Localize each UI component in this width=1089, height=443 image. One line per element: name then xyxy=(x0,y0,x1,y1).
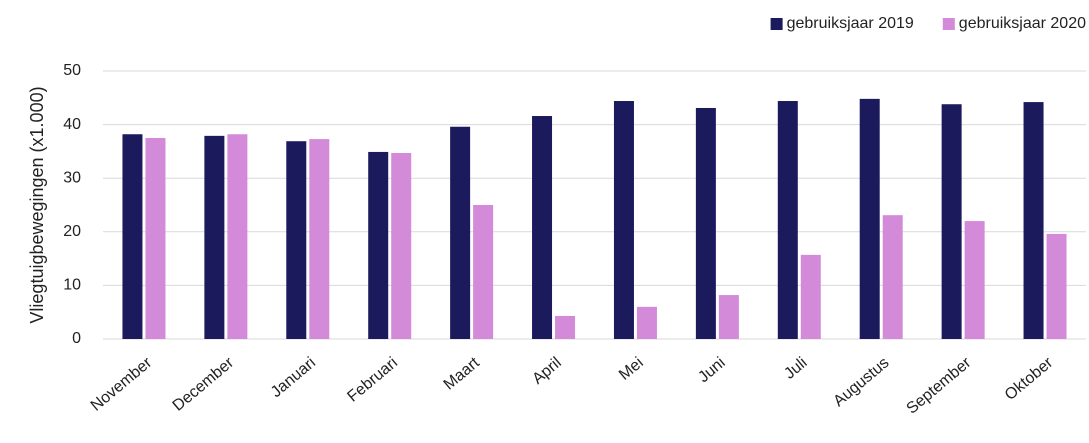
legend-label: gebruiksjaar 2020 xyxy=(959,15,1086,32)
bar xyxy=(555,315,576,339)
x-tick-label: Februari xyxy=(344,354,401,405)
bar xyxy=(777,101,798,340)
bar xyxy=(450,126,471,339)
bar xyxy=(122,134,143,339)
bar xyxy=(368,151,389,339)
bar xyxy=(1023,102,1044,339)
bar xyxy=(718,295,739,339)
y-tick-label: 0 xyxy=(72,330,81,347)
legend-swatch xyxy=(942,18,955,30)
legend-swatch xyxy=(770,18,783,30)
y-tick-label: 40 xyxy=(63,116,81,133)
x-tick-label: Juli xyxy=(781,354,810,382)
bar xyxy=(941,104,962,340)
bar xyxy=(800,254,821,339)
bar xyxy=(1046,233,1067,339)
bar xyxy=(227,134,248,339)
x-tick-label: Mei xyxy=(616,354,647,384)
x-tick-label: Juni xyxy=(695,354,728,386)
x-tick-label: Augustus xyxy=(830,354,892,410)
bar xyxy=(636,306,657,339)
y-axis-label: Vliegtuigbewegingen (x1.000) xyxy=(27,86,47,323)
y-tick-label: 30 xyxy=(63,169,81,186)
x-tick-label: Januari xyxy=(268,354,319,401)
bar xyxy=(532,116,553,339)
x-tick-label: December xyxy=(170,354,238,415)
x-tick-label: Maart xyxy=(441,354,484,394)
y-tick-label: 10 xyxy=(63,277,81,294)
x-tick-label: September xyxy=(904,354,975,418)
bar xyxy=(309,139,330,339)
bar xyxy=(882,215,903,339)
y-tick-label: 50 xyxy=(63,62,81,79)
bar xyxy=(695,107,716,339)
bar xyxy=(964,221,985,339)
bar xyxy=(859,98,880,339)
bar xyxy=(473,205,494,339)
x-tick-label: Oktober xyxy=(1002,354,1057,404)
bar xyxy=(391,153,412,339)
bar xyxy=(286,141,307,339)
bar xyxy=(145,138,166,339)
bar xyxy=(613,101,634,340)
x-tick-label: April xyxy=(529,354,564,388)
y-tick-label: 20 xyxy=(63,223,81,240)
bar xyxy=(204,135,225,339)
x-tick-label: November xyxy=(88,354,156,415)
legend-label: gebruiksjaar 2019 xyxy=(787,15,914,32)
